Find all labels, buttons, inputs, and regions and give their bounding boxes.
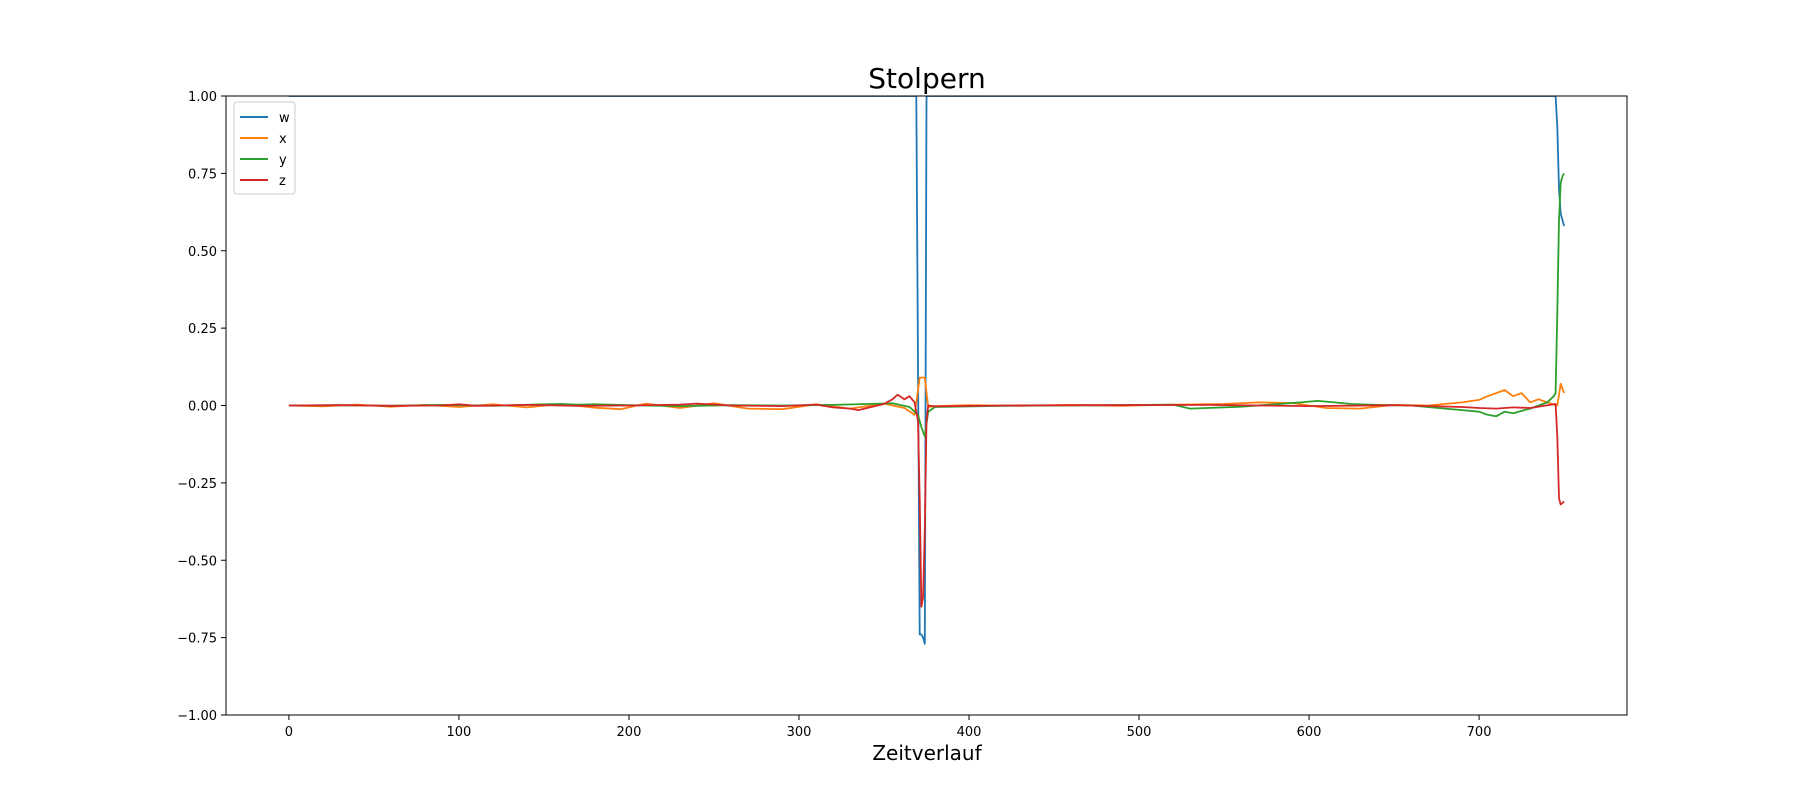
y-tick-label: 1.00 [188,90,217,105]
y-axis: −1.00 −0.75 −0.50 −0.25 0.00 0.25 0.50 0.75 1.00 [177,90,226,724]
x-tick-label: 300 [787,725,812,740]
y-tick-label: 0.25 [188,322,217,337]
x-tick-label: 100 [447,725,472,740]
y-tick-label: 0.00 [188,400,217,415]
x-tick-label: 700 [1467,725,1492,740]
y-tick-label: −1.00 [177,709,217,724]
series-line-y [288,172,1565,438]
legend-box [233,101,296,195]
legend-label-w: w [279,111,290,126]
series-line-z [288,393,1565,608]
legend-label-x: x [279,132,287,147]
y-tick-label: −0.75 [177,632,217,647]
x-tick-label: 400 [957,725,982,740]
y-tick-label: 0.50 [188,245,217,260]
y-tick-label: −0.50 [177,554,217,569]
legend-label-y: y [279,153,287,168]
x-axis: 0 100 200 300 400 500 600 700 [285,715,1492,740]
y-tick-label: 0.75 [188,167,217,182]
series-line-w [288,96,1565,645]
y-tick-label: −0.25 [177,477,217,492]
x-tick-label: 600 [1297,725,1322,740]
legend-label-z: z [279,174,286,189]
series-layer [288,96,1565,645]
chart-title: Stolpern [868,62,985,95]
x-tick-label: 0 [285,725,293,740]
x-tick-label: 200 [617,725,642,740]
x-axis-title: Zeitverlauf [872,741,982,765]
x-tick-label: 500 [1127,725,1152,740]
